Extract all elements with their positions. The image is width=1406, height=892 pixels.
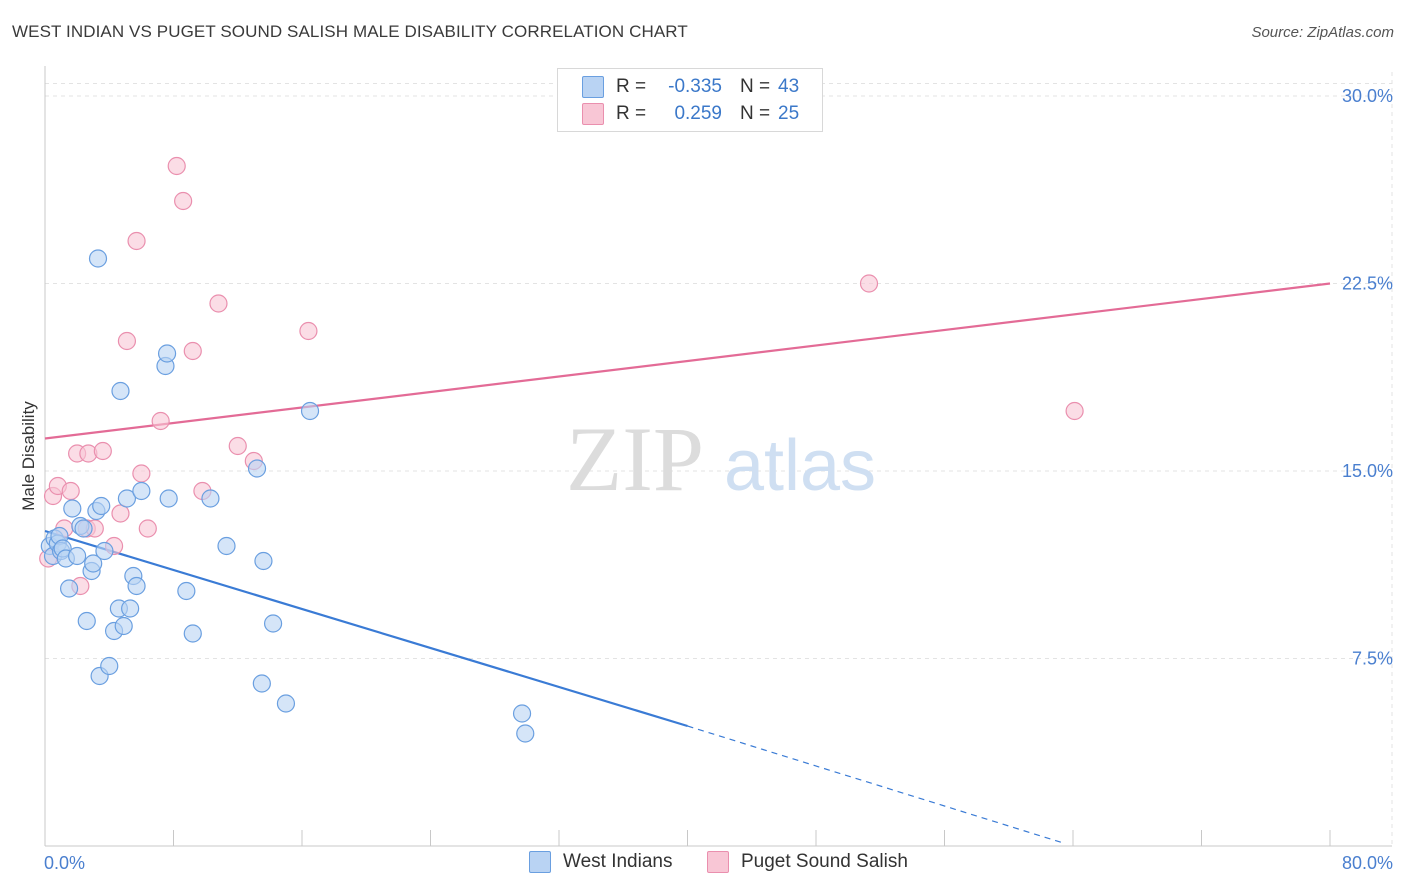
point-west-indians (88, 249, 108, 268)
series-legend: West Indians Puget Sound Salish (0, 851, 1406, 877)
tick-labels: 7.5% 15.0% 22.5% 30.0% 0.0% 80.0% Male Disabil… (19, 86, 1393, 873)
point-puget-sound-salish (127, 231, 146, 251)
point-puget-sound-salish (111, 504, 130, 523)
point-puget-sound-salish (117, 331, 137, 351)
point-puget-sound-salish (209, 294, 228, 313)
legend-n-value: 25 (778, 103, 800, 124)
legend-swatch-pink (582, 103, 604, 125)
trend-lines (44, 282, 1331, 845)
legend-n-label: N = (740, 103, 771, 124)
legend-row-puget-sound-salish: R = 0.259 N = 25 (582, 102, 799, 126)
y-tick-label: 15.0% (1342, 461, 1393, 481)
gridlines (45, 72, 1393, 846)
point-west-indians (127, 576, 146, 596)
watermark: ZIP atlas (566, 408, 876, 510)
watermark-zip: ZIP (566, 408, 704, 510)
legend-n-value: 43 (778, 76, 800, 97)
legend-r-value: -0.335 (668, 76, 722, 97)
point-puget-sound-salish (61, 481, 80, 501)
point-puget-sound-salish (151, 411, 170, 431)
series-label-west-indians: West Indians (563, 851, 673, 872)
trend-line-west-indians-extension (687, 725, 1066, 845)
series-legend-puget-sound-salish[interactable]: Puget Sound Salish (707, 851, 908, 873)
point-puget-sound-salish (174, 191, 193, 211)
trend-line-puget-sound-salish (44, 282, 1331, 440)
point-west-indians (159, 489, 178, 508)
series-swatch-blue (529, 851, 551, 873)
series-swatch-pink (707, 851, 729, 873)
legend-r-label: R = (616, 103, 647, 124)
point-west-indians (95, 541, 114, 561)
trend-line-west-indians (44, 529, 688, 728)
point-west-indians (276, 694, 296, 713)
point-puget-sound-salish (132, 464, 151, 483)
point-west-indians (201, 489, 220, 508)
point-west-indians (157, 344, 177, 363)
point-west-indians (117, 489, 137, 508)
point-west-indians (516, 724, 535, 743)
point-west-indians (74, 519, 93, 538)
legend-swatch-blue (582, 76, 604, 98)
point-puget-sound-salish (1065, 401, 1084, 421)
point-west-indians (177, 581, 196, 601)
legend-r-value: 0.259 (674, 103, 722, 124)
point-west-indians (114, 616, 133, 636)
source-label: Source: ZipAtlas.com (1251, 24, 1394, 41)
point-puget-sound-salish (299, 321, 318, 341)
point-west-indians (183, 624, 202, 643)
point-puget-sound-salish (228, 436, 247, 456)
point-west-indians (252, 674, 271, 693)
legend-row-west-indians: R = -0.335 N = 43 (582, 75, 799, 99)
point-west-indians (68, 546, 87, 566)
point-west-indians (512, 704, 532, 723)
legend-r-label: R = (616, 76, 647, 97)
point-west-indians (92, 496, 111, 516)
point-puget-sound-salish (167, 156, 186, 176)
series-legend-west-indians[interactable]: West Indians (529, 851, 672, 873)
point-puget-sound-salish (138, 519, 157, 538)
point-puget-sound-salish (183, 341, 202, 361)
data-points (39, 156, 1084, 743)
point-west-indians (63, 499, 82, 518)
chart-title: WEST INDIAN VS PUGET SOUND SALISH MALE D… (12, 22, 688, 41)
axes (44, 66, 1392, 847)
point-west-indians (121, 599, 140, 618)
point-west-indians (77, 611, 96, 631)
x-tick-label: 0.0% (44, 853, 85, 873)
point-west-indians (111, 381, 130, 401)
point-west-indians (217, 536, 236, 556)
y-axis-label: Male Disability (19, 401, 38, 511)
point-west-indians (132, 481, 151, 501)
point-west-indians (254, 551, 273, 571)
point-west-indians (247, 459, 267, 478)
point-west-indians (84, 554, 103, 573)
series-label-puget-sound-salish: Puget Sound Salish (741, 851, 908, 872)
legend-n-label: N = (740, 76, 771, 97)
y-tick-label: 30.0% (1342, 86, 1393, 106)
y-tick-label: 7.5% (1352, 649, 1393, 669)
x-tick-label: 80.0% (1342, 853, 1393, 873)
correlation-legend: R = -0.335 N = 43 R = 0.259 N = 25 (557, 68, 823, 132)
y-tick-label: 22.5% (1342, 274, 1393, 294)
watermark-atlas: atlas (724, 426, 876, 506)
point-west-indians (59, 579, 79, 598)
point-west-indians (263, 614, 283, 633)
point-west-indians (100, 656, 119, 676)
point-puget-sound-salish (859, 274, 879, 293)
point-west-indians (300, 401, 320, 421)
point-puget-sound-salish (93, 441, 112, 461)
